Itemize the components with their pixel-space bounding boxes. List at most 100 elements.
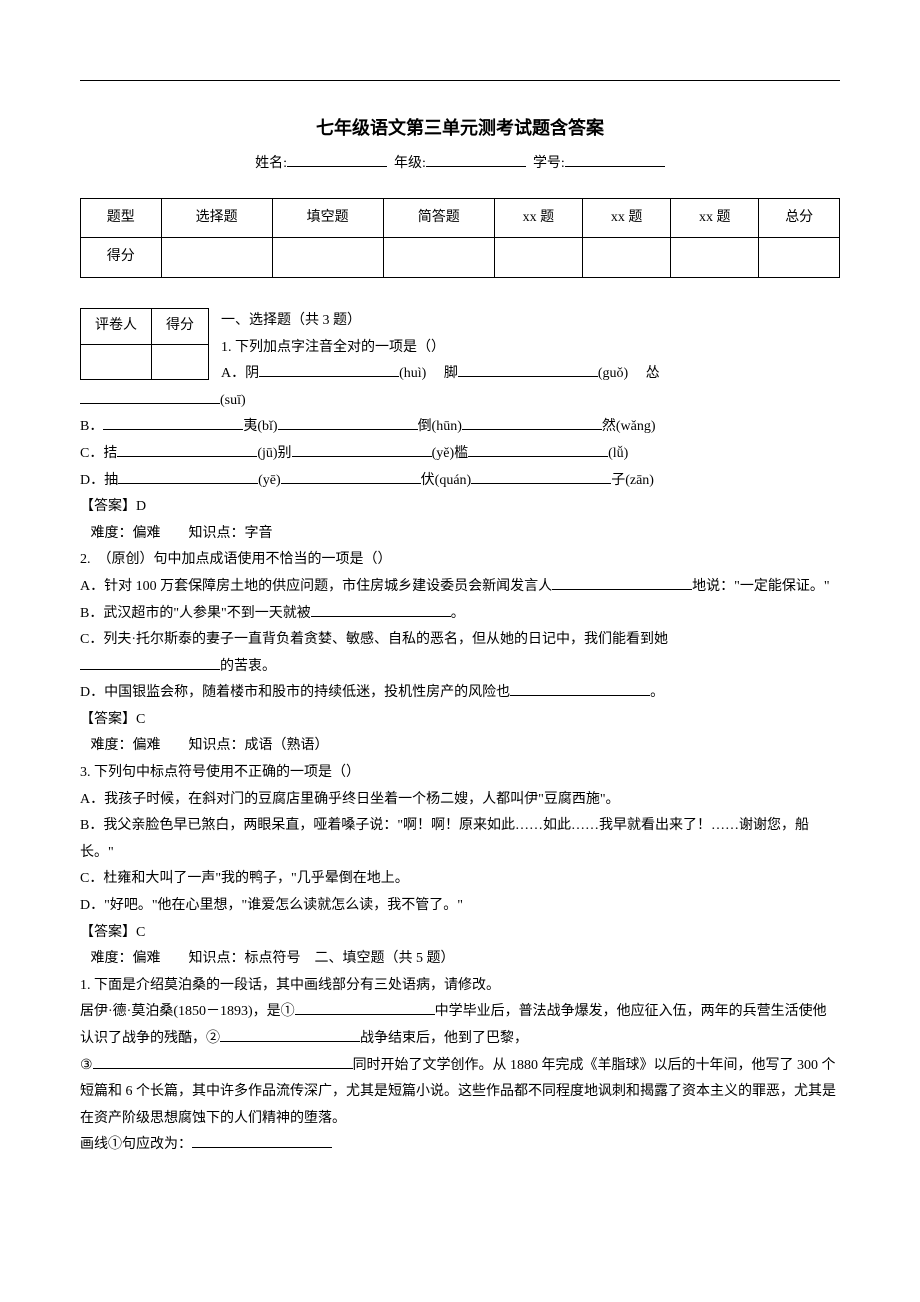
score-cell[interactable] bbox=[759, 238, 840, 278]
q2b-post: 。 bbox=[451, 606, 465, 621]
q1a-mid: 脚 bbox=[444, 366, 458, 381]
s2-q1: 1. 下面是介绍莫泊桑的一段话，其中画线部分有三处语病，请修改。 居伊·德·莫泊… bbox=[80, 973, 840, 1159]
q1-optB: B． 夷(bǐ) 倒(hūn) 然(wǎng) bbox=[80, 414, 840, 441]
q1c-p3: (lǚ) bbox=[608, 446, 628, 461]
q1-meta: 难度：偏难 知识点：字音 bbox=[80, 521, 840, 548]
s2q1-body: 居伊·德·莫泊桑(1850－1893)，是①中学毕业后，普法战争爆发，他应征入伍… bbox=[80, 999, 840, 1132]
q2a-post: 地说："一定能保证。" bbox=[692, 579, 829, 594]
q2d-post: 。 bbox=[650, 685, 664, 700]
q1-optD: D．抽(yē)伏(quán)子(zān) bbox=[80, 468, 840, 495]
blank[interactable] bbox=[292, 443, 432, 457]
grade-blank[interactable] bbox=[426, 153, 526, 167]
q3-optA: A．我孩子时候，在斜对门的豆腐店里确乎终日坐着一个杨二嫂，人都叫伊"豆腐西施"。 bbox=[80, 787, 840, 814]
score-cell[interactable] bbox=[383, 238, 494, 278]
q1b-m1: 夷(bǐ) bbox=[243, 419, 277, 434]
q2-optB: B．武汉超市的"人参果"不到一天就被。 bbox=[80, 601, 840, 628]
name-blank[interactable] bbox=[287, 153, 387, 167]
score-value-row: 得分 bbox=[81, 238, 840, 278]
grader-col1: 评卷人 bbox=[81, 308, 152, 344]
blank[interactable] bbox=[281, 470, 421, 484]
q1d-p2: 伏(quán) bbox=[421, 473, 472, 488]
q3-meta-pre: 难度：偏难 知识点：标点符号 bbox=[91, 951, 315, 966]
q3: 3. 下列句中标点符号使用不正确的一项是（） A．我孩子时候，在斜对门的豆腐店里… bbox=[80, 760, 840, 973]
q3-meta-line: 难度：偏难 知识点：标点符号 二、填空题（共 5 题） bbox=[80, 946, 840, 973]
q3-stem: 3. 下列句中标点符号使用不正确的一项是（） bbox=[80, 760, 840, 787]
student-info-line: 姓名: 年级: 学号: bbox=[80, 151, 840, 178]
score-cell[interactable] bbox=[272, 238, 383, 278]
score-header-row: 题型 选择题 填空题 简答题 xx 题 xx 题 xx 题 总分 bbox=[81, 198, 840, 238]
q1b-pre: B． bbox=[80, 419, 103, 434]
q1c-p2: (yě)槛 bbox=[432, 446, 469, 461]
s2q1-fix1: 画线①句应改为： bbox=[80, 1132, 840, 1159]
blank[interactable] bbox=[471, 470, 611, 484]
q3-answer: 【答案】C bbox=[80, 920, 840, 947]
q3-optC: C．杜雍和大叫了一声"我的鸭子，"几乎晕倒在地上。 bbox=[80, 866, 840, 893]
score-cell[interactable] bbox=[582, 238, 670, 278]
q1a-p2: (guǒ) bbox=[598, 366, 628, 381]
score-h3: 简答题 bbox=[383, 198, 494, 238]
score-row-label: 得分 bbox=[81, 238, 162, 278]
blank[interactable] bbox=[220, 1028, 360, 1042]
score-h1: 选择题 bbox=[161, 198, 272, 238]
q2-answer: 【答案】C bbox=[80, 707, 840, 734]
q1d-p3: 子(zān) bbox=[611, 473, 654, 488]
q1a-p1: (huì) bbox=[399, 366, 426, 381]
q2c-pre: C．列夫·托尔斯泰的妻子一直背负着贪婪、敏感、自私的恶名，但从她的日记中，我们能… bbox=[80, 632, 668, 647]
score-table: 题型 选择题 填空题 简答题 xx 题 xx 题 xx 题 总分 得分 bbox=[80, 198, 840, 278]
grader-blank[interactable] bbox=[81, 344, 152, 380]
blank[interactable] bbox=[462, 416, 602, 430]
q2-optD: D．中国银监会称，随着楼市和股市的持续低迷，投机性房产的风险也 。 bbox=[80, 680, 840, 707]
q3-optB: B．我父亲脸色早已煞白，两眼呆直，哑着嗓子说："啊！啊！原来如此……如此……我早… bbox=[80, 813, 840, 866]
blank[interactable] bbox=[118, 470, 258, 484]
q2a-pre: A．针对 100 万套保障房土地的供应问题，市住房城乡建设委员会新闻发言人 bbox=[80, 579, 552, 594]
q1b-m3: 然(wǎng) bbox=[602, 419, 656, 434]
section2-heading: 二、填空题（共 5 题） bbox=[315, 951, 455, 966]
blank[interactable] bbox=[192, 1134, 332, 1148]
q2-meta: 难度：偏难 知识点：成语（熟语） bbox=[80, 733, 840, 760]
q1b-m2: 倒(hūn) bbox=[418, 419, 462, 434]
q1a-p3: (suī) bbox=[220, 393, 246, 408]
q2c-post: 的苦衷。 bbox=[220, 659, 276, 674]
blank[interactable] bbox=[93, 1055, 353, 1069]
q2: 2. （原创）句中加点成语使用不恰当的一项是（） A．针对 100 万套保障房土… bbox=[80, 547, 840, 760]
score-h7: 总分 bbox=[759, 198, 840, 238]
q1c-pre: C．拮 bbox=[80, 446, 117, 461]
blank[interactable] bbox=[468, 443, 608, 457]
q2d-pre: D．中国银监会称，随着楼市和股市的持续低迷，投机性房产的风险也 bbox=[80, 685, 510, 700]
blank[interactable] bbox=[458, 363, 598, 377]
s2q1-l3pre: ③ bbox=[80, 1058, 93, 1073]
grader-blank[interactable] bbox=[152, 344, 209, 380]
score-cell[interactable] bbox=[494, 238, 582, 278]
score-h2: 填空题 bbox=[272, 198, 383, 238]
q2-stem: 2. （原创）句中加点成语使用不恰当的一项是（） bbox=[80, 547, 840, 574]
score-h0: 题型 bbox=[81, 198, 162, 238]
score-cell[interactable] bbox=[161, 238, 272, 278]
q1-answer: 【答案】D bbox=[80, 494, 840, 521]
s2q1-stem: 1. 下面是介绍莫泊桑的一段话，其中画线部分有三处语病，请修改。 bbox=[80, 973, 840, 1000]
page-title: 七年级语文第三单元测考试题含答案 bbox=[80, 111, 840, 145]
score-cell[interactable] bbox=[671, 238, 759, 278]
q1c-p1: (jū)别 bbox=[257, 446, 291, 461]
name-label: 姓名: bbox=[255, 156, 287, 171]
score-h4: xx 题 bbox=[494, 198, 582, 238]
blank[interactable] bbox=[80, 656, 220, 670]
blank[interactable] bbox=[117, 443, 257, 457]
q1a-pre: A．阴 bbox=[221, 366, 259, 381]
blank[interactable] bbox=[278, 416, 418, 430]
q3-optD: D．"好吧。"他在心里想，"谁爱怎么读就怎么读，我不管了。" bbox=[80, 893, 840, 920]
q1-optA-cont: (suī) bbox=[80, 388, 840, 415]
blank[interactable] bbox=[295, 1001, 435, 1015]
horizontal-rule bbox=[80, 80, 840, 81]
number-blank[interactable] bbox=[565, 153, 665, 167]
grader-table: 评卷人 得分 bbox=[80, 308, 209, 380]
blank[interactable] bbox=[311, 603, 451, 617]
q1d-p1: (yē) bbox=[258, 473, 281, 488]
s2q1-l1pre: 居伊·德·莫泊桑(1850－1893)，是① bbox=[80, 1004, 295, 1019]
s2q1-fix1-label: 画线①句应改为： bbox=[80, 1137, 192, 1152]
blank[interactable] bbox=[552, 576, 692, 590]
blank[interactable] bbox=[510, 682, 650, 696]
q1-meta-txt: 难度：偏难 知识点：字音 bbox=[91, 526, 273, 541]
blank[interactable] bbox=[103, 416, 243, 430]
blank[interactable] bbox=[259, 363, 399, 377]
blank[interactable] bbox=[80, 390, 220, 404]
